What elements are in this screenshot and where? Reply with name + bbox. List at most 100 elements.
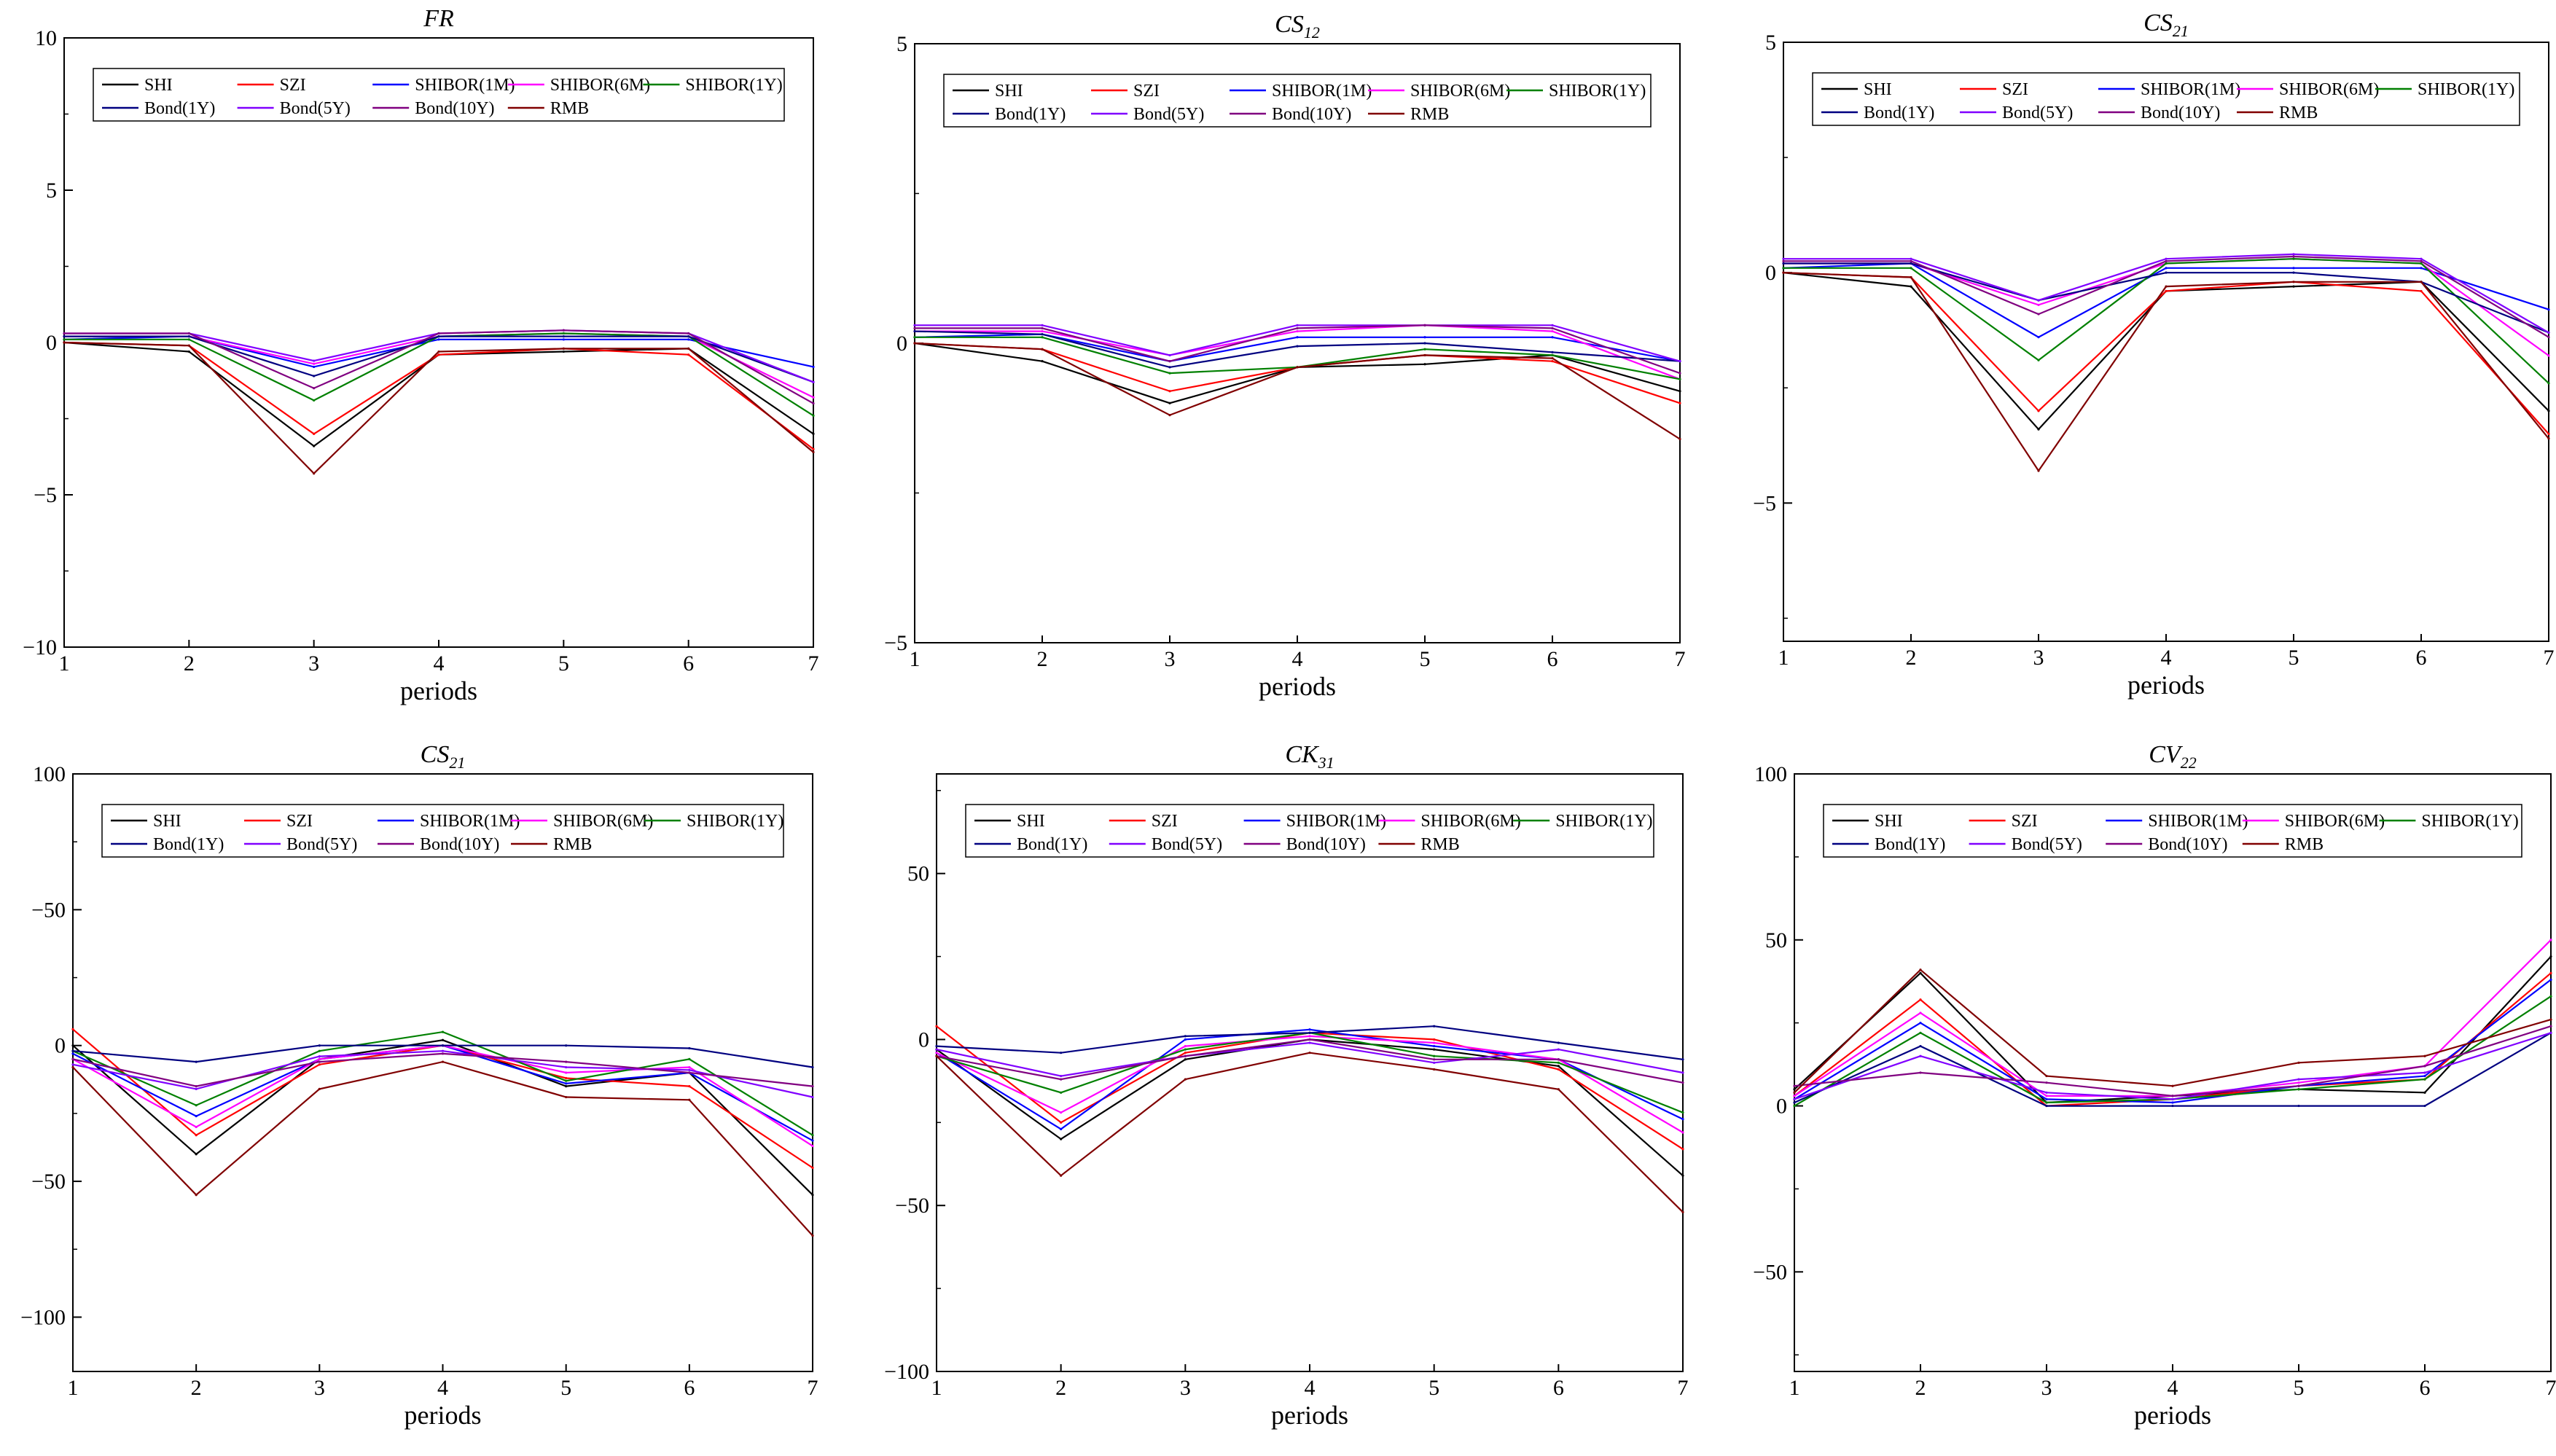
data-point-bond-10y xyxy=(1919,1071,1922,1074)
data-point-rmb xyxy=(2037,469,2040,472)
data-point-bond-10y xyxy=(437,332,440,335)
legend-label-shibor-1m: SHIBOR(1M) xyxy=(415,76,515,95)
legend-label-shi: SHI xyxy=(1875,812,1903,831)
data-point-shibor-1y xyxy=(187,338,190,341)
data-point-shibor-1y xyxy=(1782,267,1785,270)
data-point-bond-5y xyxy=(2165,257,2168,260)
legend-label-shibor-1m: SHIBOR(1M) xyxy=(1272,82,1372,101)
data-point-bond-10y xyxy=(1041,326,1044,330)
data-point-shibor-1m xyxy=(2037,336,2040,339)
chart-panel-6: CV22 1 2 3 4 5 6 7 periods −50 0 50 100 SHI SZI SHIBOR(… xyxy=(1753,741,2556,1430)
legend-label-bond-5y: Bond(5Y) xyxy=(286,835,357,854)
data-point-rmb xyxy=(1168,414,1171,417)
data-point-bond-10y xyxy=(2037,313,2040,316)
data-point-bond-5y xyxy=(2423,1071,2426,1074)
y-tick-label: 10 xyxy=(35,26,57,50)
y-tick-label: 50 xyxy=(1765,928,1787,952)
data-point-rmb xyxy=(1184,1078,1187,1081)
x-tick-label: 6 xyxy=(1547,647,1558,671)
data-point-bond-10y xyxy=(1308,1038,1311,1041)
data-point-rmb xyxy=(1296,366,1299,369)
chart-title-main: CS xyxy=(2143,9,2173,36)
legend: SHI SZI SHIBOR(1M) SHIBOR(6M) SHIBOR(1Y) Bond… xyxy=(101,804,784,858)
data-point-shi xyxy=(565,1085,568,1088)
data-point-bond-10y xyxy=(2547,336,2550,339)
data-point-bond-5y xyxy=(688,1068,691,1071)
data-point-shi xyxy=(2292,285,2295,288)
data-point-bond-10y xyxy=(2297,1084,2300,1087)
data-point-rmb xyxy=(2420,281,2423,283)
legend-label-bond-1y: Bond(1Y) xyxy=(144,99,215,118)
data-point-bond-10y xyxy=(913,326,916,330)
x-tick-label: 4 xyxy=(2168,1376,2178,1400)
legend-label-bond-5y: Bond(5Y) xyxy=(2002,103,2073,122)
data-point-szi xyxy=(935,1025,938,1028)
data-point-shibor-1m xyxy=(1423,336,1426,339)
y-tick-label: 5 xyxy=(896,32,907,56)
series-line-rmb xyxy=(63,341,814,475)
y-tick-label: −5 xyxy=(884,631,907,655)
x-tick-label: 6 xyxy=(2416,646,2427,670)
data-point-bond-1y xyxy=(1433,1025,1436,1028)
data-point-rmb xyxy=(812,450,815,454)
data-point-shibor-1y xyxy=(1041,336,1044,339)
data-point-bond-10y xyxy=(1184,1054,1187,1057)
chart-title-subscript: 21 xyxy=(2173,22,2189,40)
data-point-shibor-1y xyxy=(195,1104,198,1107)
data-point-rmb xyxy=(1433,1068,1436,1071)
data-point-shibor-1m xyxy=(565,1082,568,1085)
data-point-szi xyxy=(1060,1121,1063,1124)
y-tick-label: 5 xyxy=(1765,31,1776,55)
data-point-bond-5y xyxy=(318,1055,321,1058)
data-point-rmb xyxy=(687,347,690,350)
data-point-shibor-6m xyxy=(1184,1044,1187,1048)
data-point-bond-1y xyxy=(2292,271,2295,274)
data-point-bond-5y xyxy=(2292,253,2295,256)
data-point-shibor-1y xyxy=(1168,372,1171,375)
data-point-shibor-6m xyxy=(313,362,316,365)
series-line-bond-10y xyxy=(72,1052,813,1087)
data-point-bond-10y xyxy=(1782,259,1785,262)
y-tick-label: −10 xyxy=(23,635,57,659)
legend-frame xyxy=(101,804,784,858)
data-point-szi xyxy=(565,1076,568,1080)
data-point-shibor-1y xyxy=(63,338,66,341)
legend-label-bond-1y: Bond(1Y) xyxy=(995,105,1066,124)
data-point-bond-5y xyxy=(2045,1091,2048,1094)
data-point-shibor-6m xyxy=(812,396,815,399)
data-point-shi xyxy=(2549,955,2552,958)
data-point-bond-10y xyxy=(1681,1081,1684,1084)
data-point-bond-5y xyxy=(2037,299,2040,302)
data-point-bond-10y xyxy=(565,1060,568,1063)
legend-label-shibor-1y: SHIBOR(1Y) xyxy=(2421,812,2518,831)
data-point-rmb xyxy=(1919,968,1922,971)
legend-label-bond-1y: Bond(1Y) xyxy=(153,835,224,854)
data-point-shibor-6m xyxy=(1551,329,1554,333)
data-point-bond-5y xyxy=(1433,1061,1436,1064)
data-point-shibor-1y xyxy=(2423,1078,2426,1081)
data-point-bond-10y xyxy=(2292,255,2295,258)
data-point-bond-5y xyxy=(935,1048,938,1051)
data-point-shibor-1y xyxy=(2045,1101,2048,1104)
chart-title-main: FR xyxy=(423,5,454,32)
data-point-bond-5y xyxy=(1308,1041,1311,1044)
data-point-shibor-1m xyxy=(811,1139,814,1142)
data-point-bond-10y xyxy=(1060,1078,1063,1081)
x-tick-label: 2 xyxy=(1915,1376,1926,1400)
data-point-shibor-1y xyxy=(811,1134,814,1137)
data-point-bond-1y xyxy=(2045,1104,2048,1108)
data-point-shibor-1y xyxy=(318,1049,321,1052)
data-point-bond-5y xyxy=(1041,324,1044,326)
data-point-bond-10y xyxy=(1557,1058,1560,1061)
legend-label-szi: SZI xyxy=(1152,812,1178,831)
chart-title-main: CV xyxy=(2149,741,2184,768)
data-point-shibor-1m xyxy=(1184,1038,1187,1041)
data-point-rmb xyxy=(2292,281,2295,283)
data-point-shi xyxy=(441,1038,445,1041)
data-point-shibor-1y xyxy=(1919,1031,1922,1034)
x-axis-label: periods xyxy=(1259,672,1336,701)
data-point-bond-1y xyxy=(318,1044,321,1047)
data-point-szi xyxy=(2547,432,2550,436)
legend-label-shibor-1m: SHIBOR(1M) xyxy=(2141,80,2240,99)
x-tick-label: 2 xyxy=(1055,1376,1066,1400)
